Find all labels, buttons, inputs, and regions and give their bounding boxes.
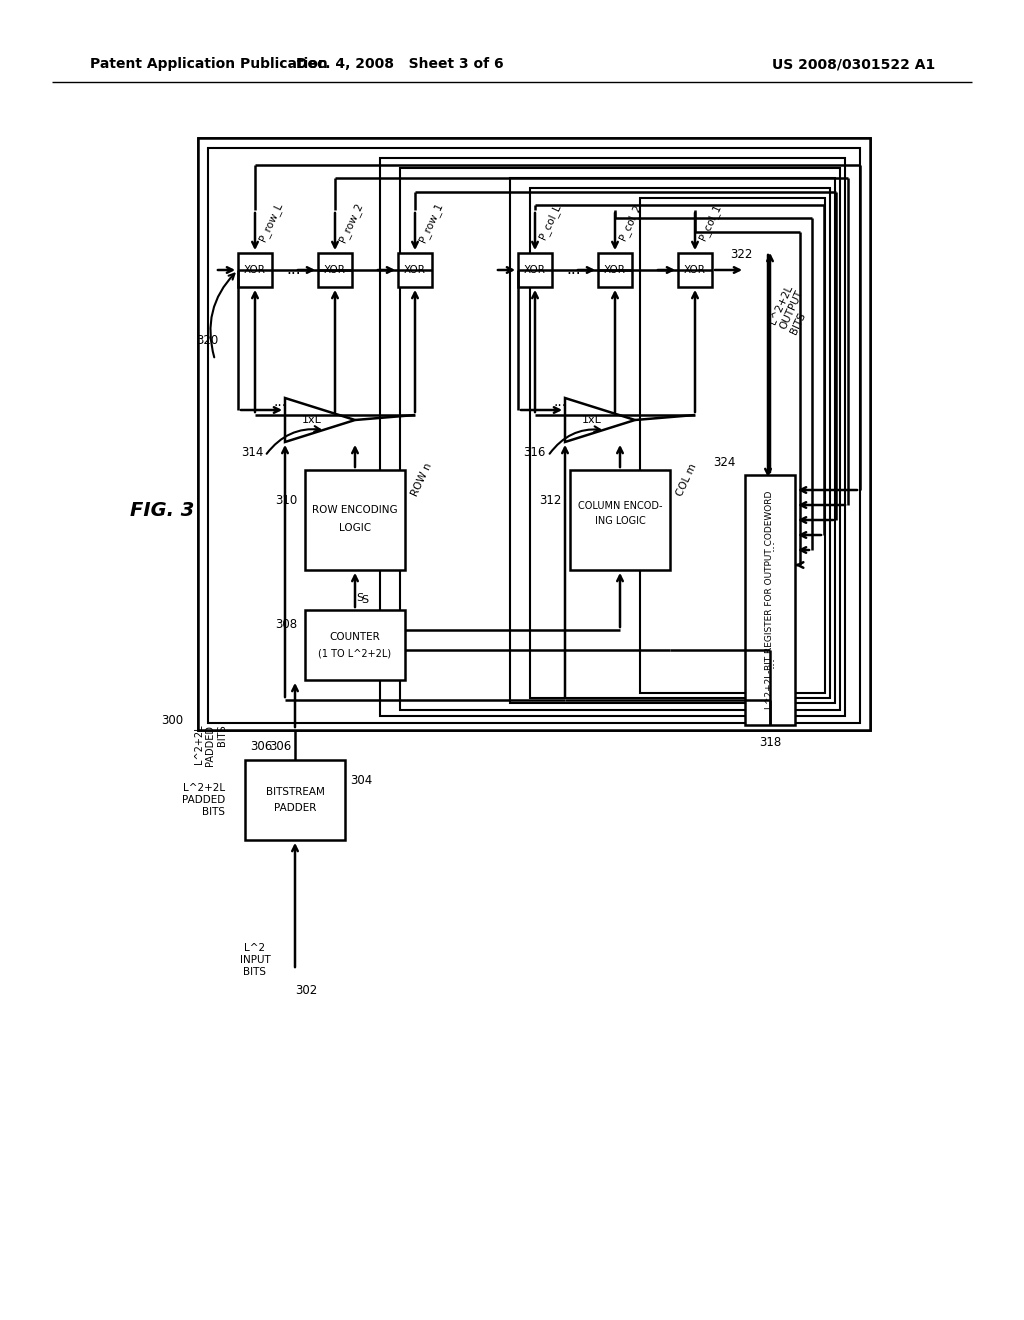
- Text: 318: 318: [759, 737, 781, 750]
- Text: 308: 308: [274, 619, 297, 631]
- Text: 312: 312: [540, 494, 562, 507]
- Bar: [400, 168, 840, 710]
- Text: (1 TO L^2+2L): (1 TO L^2+2L): [318, 648, 391, 657]
- Text: 1xL: 1xL: [582, 414, 602, 425]
- Text: COLUMN ENCOD-: COLUMN ENCOD-: [578, 502, 663, 511]
- Bar: [208, 148, 860, 723]
- Text: 310: 310: [274, 494, 297, 507]
- Text: US 2008/0301522 A1: US 2008/0301522 A1: [772, 57, 935, 71]
- Bar: [678, 253, 712, 286]
- Text: 300: 300: [161, 714, 183, 726]
- Text: 314: 314: [242, 446, 264, 458]
- Text: ...: ...: [764, 656, 776, 668]
- Text: XOR: XOR: [244, 265, 266, 275]
- Text: BITSTREAM: BITSTREAM: [265, 787, 325, 797]
- Text: P_col_L: P_col_L: [537, 203, 563, 242]
- Text: 324: 324: [714, 457, 736, 470]
- Text: XOR: XOR: [324, 265, 346, 275]
- Bar: [745, 475, 795, 725]
- Text: P_col_1: P_col_1: [697, 202, 723, 242]
- Text: L^2+2L-BIT REGISTER FOR OUTPUT CODEWORD: L^2+2L-BIT REGISTER FOR OUTPUT CODEWORD: [766, 491, 774, 709]
- Text: PADDER: PADDER: [273, 803, 316, 813]
- Bar: [598, 253, 632, 286]
- Text: P_row_2: P_row_2: [337, 201, 365, 243]
- Text: S: S: [361, 595, 368, 605]
- Text: ...: ...: [287, 263, 301, 277]
- Bar: [305, 610, 406, 680]
- Text: 302: 302: [295, 983, 317, 997]
- Text: XOR: XOR: [604, 265, 626, 275]
- Text: COL m: COL m: [675, 462, 698, 498]
- Bar: [530, 187, 830, 698]
- Text: XOR: XOR: [684, 265, 706, 275]
- Bar: [510, 178, 835, 704]
- Text: XOR: XOR: [404, 265, 426, 275]
- Text: Patent Application Publication: Patent Application Publication: [90, 57, 328, 71]
- Text: ING LOGIC: ING LOGIC: [595, 516, 645, 525]
- Text: 306: 306: [250, 739, 272, 752]
- Text: ...: ...: [273, 395, 287, 409]
- Text: ...: ...: [566, 263, 582, 277]
- Text: L^2
INPUT
BITS: L^2 INPUT BITS: [240, 944, 270, 977]
- Bar: [198, 139, 870, 730]
- Text: P_col_2: P_col_2: [617, 202, 643, 242]
- Bar: [570, 470, 670, 570]
- Text: P_row_L: P_row_L: [257, 201, 285, 243]
- Text: 320: 320: [196, 334, 218, 346]
- Bar: [518, 253, 552, 286]
- Bar: [238, 253, 272, 286]
- Bar: [198, 139, 870, 730]
- Bar: [245, 760, 345, 840]
- Text: 1xL: 1xL: [302, 414, 322, 425]
- Text: 304: 304: [350, 774, 373, 787]
- Text: LOGIC: LOGIC: [339, 523, 371, 533]
- Text: ...: ...: [553, 395, 566, 409]
- Text: ...: ...: [764, 539, 776, 550]
- Text: FIG. 3: FIG. 3: [130, 500, 195, 520]
- Polygon shape: [285, 399, 355, 442]
- Bar: [640, 198, 825, 693]
- Text: S: S: [356, 593, 364, 603]
- Text: 322: 322: [730, 248, 753, 261]
- Text: L^2+2L
PADDED
BITS: L^2+2L PADDED BITS: [181, 783, 225, 817]
- Text: L^2+2L
OUTPUT
BITS: L^2+2L OUTPUT BITS: [768, 284, 816, 337]
- Text: 316: 316: [523, 446, 546, 458]
- Text: XOR: XOR: [524, 265, 546, 275]
- Bar: [380, 158, 845, 715]
- Text: COUNTER: COUNTER: [330, 632, 380, 642]
- Text: P_row_1: P_row_1: [417, 201, 444, 243]
- Bar: [305, 470, 406, 570]
- Text: Dec. 4, 2008   Sheet 3 of 6: Dec. 4, 2008 Sheet 3 of 6: [296, 57, 504, 71]
- Polygon shape: [565, 399, 635, 442]
- Text: 306: 306: [269, 739, 291, 752]
- Text: ROW ENCODING: ROW ENCODING: [312, 506, 397, 515]
- Text: ROW n: ROW n: [410, 462, 434, 498]
- Text: L^2+2L
PADDED
BITS: L^2+2L PADDED BITS: [194, 725, 227, 766]
- Bar: [318, 253, 352, 286]
- Bar: [398, 253, 432, 286]
